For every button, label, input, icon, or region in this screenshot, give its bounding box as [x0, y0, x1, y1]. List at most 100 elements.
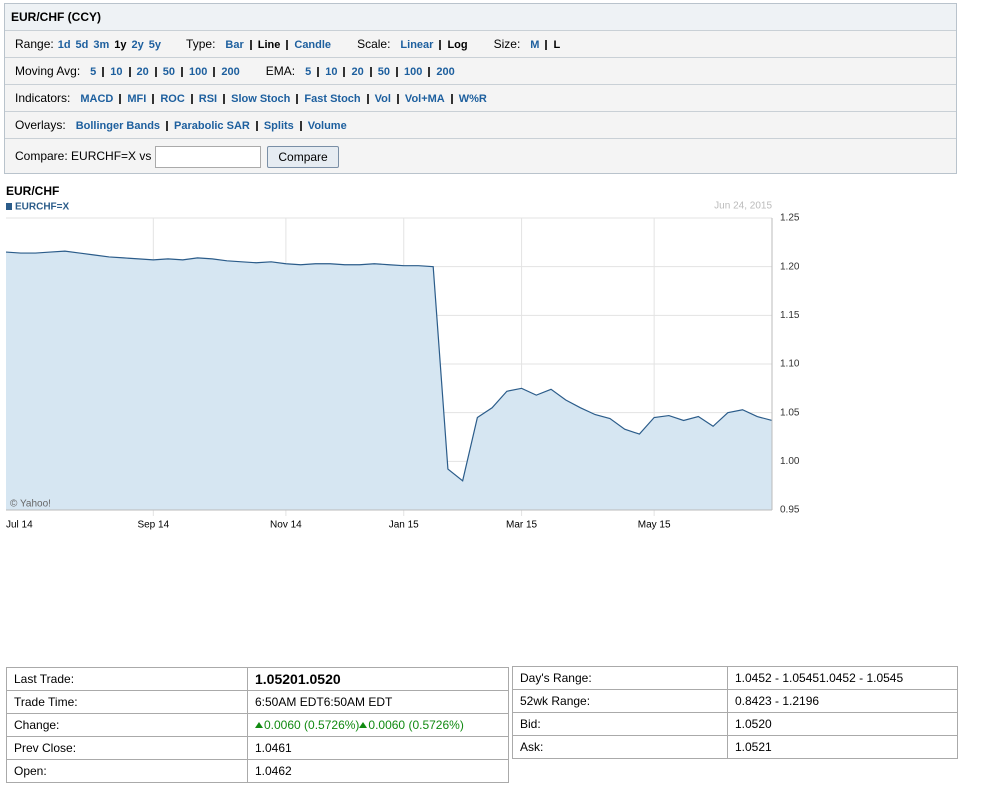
value-text: 1.0462 [255, 764, 292, 778]
y-tick-label: 1.25 [780, 213, 800, 224]
area [6, 251, 772, 510]
option-link[interactable]: 1d [57, 39, 71, 51]
control-label: Type: [186, 37, 216, 51]
option-link[interactable]: W%R [450, 94, 493, 105]
y-tick-label: 1.20 [780, 261, 800, 272]
control-group: Type: Bar Line Candle [186, 37, 337, 51]
control-group: Indicators: MACD MFI ROC RSI Slow Stoch Fast S… [15, 91, 493, 105]
option-link[interactable]: 5d [75, 39, 89, 51]
control-row: Moving Avg: 5 10 20 50 100 200 EMA: 5 10 20 50 100 20… [5, 58, 956, 85]
chart-credit: © Yahoo! [10, 499, 51, 510]
option-link[interactable]: ROC [152, 94, 190, 105]
option-link[interactable]: 20 [128, 67, 155, 78]
chart-title: EUR/CHF [6, 184, 59, 198]
y-tick-label: 0.95 [780, 505, 800, 516]
compare-row: Compare: EURCHF=X vs Compare [5, 139, 956, 173]
control-label: Moving Avg: [15, 64, 81, 78]
option-link[interactable]: 2y [131, 39, 144, 51]
change-value: 0.0060 (0.5726%) [368, 718, 464, 732]
option-link[interactable]: 5y [148, 39, 162, 51]
quote-label: Bid: [512, 712, 728, 736]
option-link[interactable]: Fast Stoch [296, 94, 366, 105]
active-option: Line [249, 40, 287, 51]
option-link[interactable]: Bar [225, 39, 244, 51]
quote-label: Trade Time: [6, 690, 248, 714]
option-link[interactable]: 100 [181, 67, 213, 78]
y-tick-label: 1.15 [780, 310, 800, 321]
quote-value: 1.0462 [247, 759, 509, 783]
quote-value: 0.8423 - 1.2196 [727, 689, 958, 713]
option-link[interactable]: Candle [286, 40, 337, 51]
option-link[interactable]: Vol+MA [396, 94, 451, 105]
option-link[interactable]: Volume [299, 121, 353, 132]
option-link[interactable]: 10 [102, 67, 128, 78]
option-link[interactable]: 200 [428, 67, 460, 78]
option-link[interactable]: MFI [119, 94, 152, 105]
control-row: Range: 1d 5d 3m 1y 2y 5y Type: Bar Line Candle Scal… [5, 31, 956, 58]
control-row: Overlays: Bollinger Bands Parabolic SAR Spl… [5, 112, 956, 139]
active-option: 1y [114, 39, 127, 51]
option-link[interactable]: Bollinger Bands [75, 120, 161, 132]
option-link[interactable]: 3m [93, 39, 110, 51]
option-link[interactable]: Slow Stoch [223, 94, 296, 105]
control-label: Overlays: [15, 118, 66, 132]
option-link[interactable]: MACD [80, 93, 114, 105]
quote-row: Trade Time: 6:50AM EDT6:50AM EDT [6, 690, 509, 714]
quote-table-right: Day's Range: 1.0452 - 1.05451.0452 - 1.05… [512, 666, 958, 759]
option-link[interactable]: 20 [343, 67, 369, 78]
quote-label: Open: [6, 759, 248, 783]
up-arrow [255, 722, 263, 728]
up-arrow [359, 722, 368, 728]
option-link[interactable]: 50 [369, 67, 396, 78]
option-link[interactable]: Splits [255, 121, 300, 132]
quote-value: 1.0520 [727, 712, 958, 736]
quote-row: Prev Close: 1.0461 [6, 736, 509, 760]
quote-row: Last Trade: 1.05201.0520 [6, 667, 509, 691]
quote-label: Day's Range: [512, 666, 728, 690]
quote-value: 0.0060 (0.5726%) 0.0060 (0.5726%) [247, 713, 509, 737]
option-link[interactable]: 5 [90, 66, 97, 78]
quote-label: Ask: [512, 735, 728, 759]
control-group: Overlays: Bollinger Bands Parabolic SAR Spl… [15, 118, 353, 132]
line [5, 250, 773, 482]
active-option: L [545, 40, 566, 51]
option-link[interactable]: 10 [317, 67, 343, 78]
option-link[interactable]: M [530, 39, 540, 51]
value-text: 0.8423 - 1.2196 [735, 694, 820, 708]
option-link[interactable]: 50 [154, 67, 181, 78]
option-link[interactable]: RSI [190, 94, 223, 105]
quote-value: 1.0521 [727, 735, 958, 759]
compare-input[interactable] [155, 145, 262, 168]
option-link[interactable]: Vol [366, 94, 397, 105]
control-label: Scale: [357, 37, 391, 51]
quote-row: Change: 0.0060 (0.5726%) 0.0060 (0.5726%) [6, 713, 509, 737]
y-tick-label: 1.10 [780, 359, 800, 370]
active-option: Log [439, 40, 473, 51]
compare-button[interactable]: Compare [267, 145, 339, 168]
quote-value: 6:50AM EDT6:50AM EDT [247, 690, 509, 714]
option-link[interactable]: 5 [305, 66, 312, 78]
chart-date: Jun 24, 2015 [714, 201, 772, 212]
quote-row: Bid: 1.0520 [512, 712, 958, 736]
option-link[interactable]: 200 [213, 67, 245, 78]
control-label: Size: [493, 37, 521, 51]
option-link[interactable]: Linear [400, 39, 434, 51]
y-tick-label: 1.00 [780, 456, 800, 467]
control-label: EMA: [265, 64, 296, 78]
y-tick-label: 1.05 [780, 407, 800, 418]
change-value: 0.0060 (0.5726%) [264, 718, 360, 732]
value-text: 1.0452 - 1.05451.0452 - 1.0545 [735, 671, 904, 685]
x-tick-label: Sep 14 [137, 520, 169, 531]
quote-label: Change: [6, 713, 248, 737]
quote-row: Day's Range: 1.0452 - 1.05451.0452 - 1.05… [512, 666, 958, 690]
quote-table-left: Last Trade: 1.05201.0520 Trade Time: 6:50AM… [6, 667, 509, 783]
option-link[interactable]: 100 [395, 67, 428, 78]
control-group: Scale: Linear Log [357, 37, 474, 51]
option-link[interactable]: Parabolic SAR [166, 121, 256, 132]
legend-swatch [6, 203, 12, 210]
quote-label: Last Trade: [6, 667, 248, 691]
quote-label: 52wk Range: [512, 689, 728, 713]
value-text: 1.0520 [735, 717, 772, 731]
value-text: 1.05201.0520 [255, 671, 341, 687]
